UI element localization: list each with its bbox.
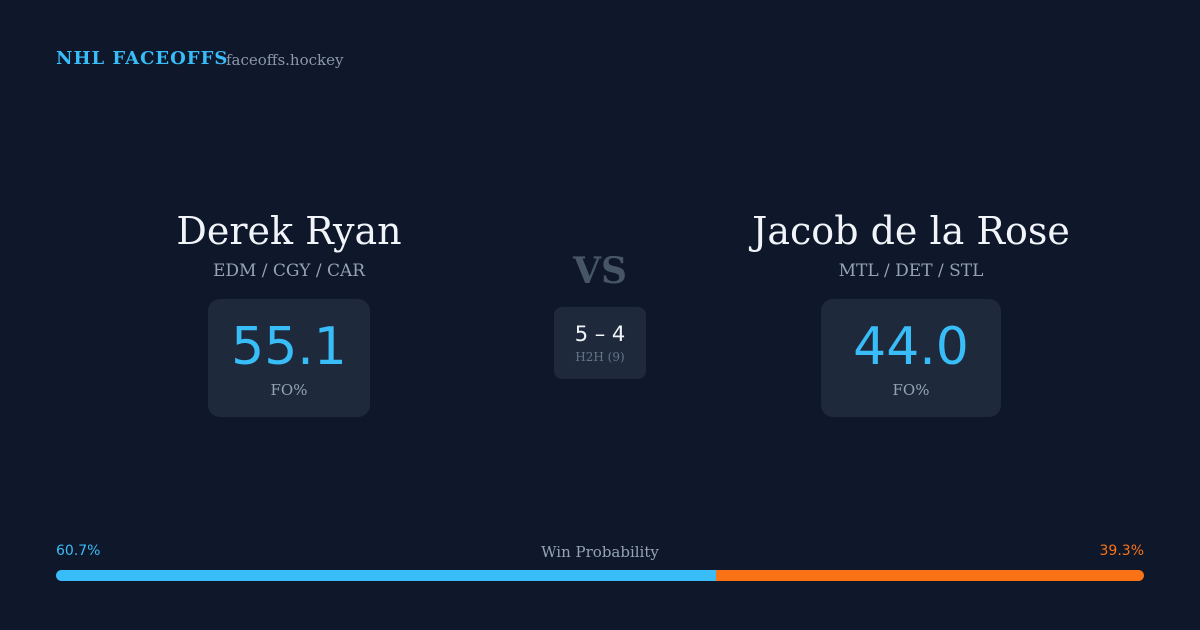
fo-pct: 44.0: [853, 317, 969, 377]
fo-pct: 55.1: [231, 317, 347, 377]
player-name: Jacob de la Rose: [752, 209, 1070, 253]
player-teams: MTL / DET / STL: [838, 261, 984, 281]
vs: VS: [573, 250, 627, 292]
brand-title: NHL FACEOFFS: [56, 48, 229, 69]
fo-label: FO%: [892, 381, 930, 399]
h2h-label: H2H (9): [575, 350, 625, 364]
stat-card: 44.0 FO%: [821, 299, 1001, 417]
win-prob-segment: [56, 570, 717, 581]
h2h-card: 5 – 4 H2H (9): [554, 307, 646, 379]
win-prob-left: 60.7%: [56, 543, 101, 559]
win-prob-segment: [716, 570, 1144, 581]
fo-label: FO%: [270, 381, 308, 399]
player-name: Derek Ryan: [176, 209, 402, 253]
player-left: Derek Ryan EDM / CGY / CAR 55.1 FO%: [89, 205, 489, 417]
player-teams: EDM / CGY / CAR: [212, 261, 366, 281]
stat-card: 55.1 FO%: [208, 299, 370, 417]
h2h-score: 5 – 4: [574, 322, 626, 346]
win-prob-bar: [56, 570, 1144, 581]
win-prob-label: Win Probability: [541, 543, 659, 561]
player-right: Jacob de la Rose MTL / DET / STL 44.0 FO…: [711, 205, 1111, 417]
win-prob-right: 39.3%: [1099, 543, 1144, 559]
site-name: faceoffs.hockey: [226, 51, 344, 69]
